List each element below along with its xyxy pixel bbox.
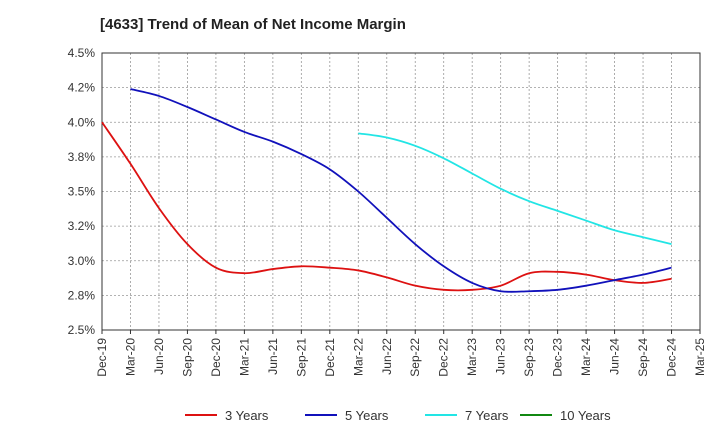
- y-tick-label: 3.0%: [68, 254, 96, 268]
- y-tick-label: 3.5%: [68, 185, 96, 199]
- y-tick-label: 4.0%: [68, 115, 96, 129]
- legend-label-10-years: 10 Years: [560, 408, 611, 423]
- x-tick-label: Mar-22: [351, 338, 365, 376]
- y-tick-label: 2.5%: [68, 323, 96, 337]
- x-tick-label: Dec-22: [437, 338, 451, 377]
- chart-title: [4633] Trend of Mean of Net Income Margi…: [100, 16, 406, 33]
- y-tick-label: 2.8%: [68, 288, 96, 302]
- y-tick-label: 3.8%: [68, 150, 96, 164]
- grid-lines: [102, 53, 700, 330]
- series-line-7-years: [358, 132, 672, 246]
- x-tick-label: Jun-23: [494, 338, 508, 375]
- x-tick-label: Dec-24: [665, 338, 679, 377]
- x-tick-label: Jun-20: [152, 338, 166, 375]
- x-tick-label: Mar-20: [123, 338, 137, 376]
- x-tick-label: Mar-21: [237, 338, 251, 376]
- x-axis: Dec-19 Mar-20 Jun-20 Sep-20 Dec-20 Mar-21 Jun-…: [95, 330, 707, 377]
- x-tick-label: Sep-21: [294, 338, 308, 377]
- series-line-3-years: [101, 121, 672, 292]
- y-tick-label: 4.2%: [68, 81, 96, 95]
- x-tick-label: Mar-24: [579, 338, 593, 376]
- plot-border: [101, 52, 701, 331]
- y-axis: 2.5% 2.8% 3.0% 3.2% 3.5% 3.8% 4.0% 4.2% 4.5%: [68, 46, 96, 337]
- series-lines: [101, 88, 672, 293]
- legend: 3 Years 5 Years 7 Years 10 Years: [185, 408, 611, 423]
- x-tick-label: Mar-25: [693, 338, 707, 376]
- x-tick-label: Dec-23: [551, 338, 565, 377]
- legend-label-3-years: 3 Years: [225, 408, 269, 423]
- legend-label-5-years: 5 Years: [345, 408, 389, 423]
- x-tick-label: Jun-24: [608, 338, 622, 375]
- y-tick-label: 3.2%: [68, 219, 96, 233]
- series-line-5-years: [130, 88, 672, 293]
- x-tick-label: Dec-19: [95, 338, 109, 377]
- x-tick-label: Mar-23: [465, 338, 479, 376]
- x-tick-label: Sep-23: [522, 338, 536, 377]
- x-tick-label: Sep-20: [180, 338, 194, 377]
- y-tick-label: 4.5%: [68, 46, 96, 60]
- x-tick-label: Dec-21: [323, 338, 337, 377]
- x-tick-label: Jun-21: [266, 338, 280, 375]
- x-tick-label: Sep-22: [408, 338, 422, 377]
- x-tick-label: Dec-20: [209, 338, 223, 377]
- plot-area: [101, 52, 701, 331]
- legend-label-7-years: 7 Years: [465, 408, 509, 423]
- x-tick-label: Jun-22: [380, 338, 394, 375]
- x-tick-label: Sep-24: [636, 338, 650, 377]
